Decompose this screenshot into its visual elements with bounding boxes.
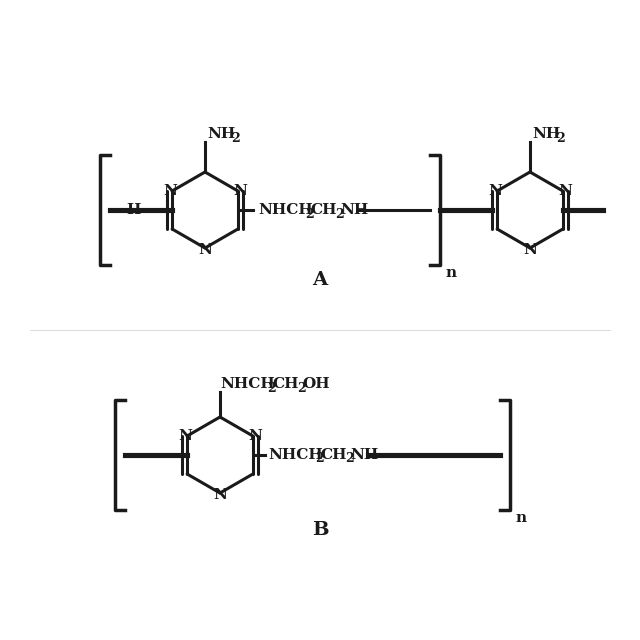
Text: 2: 2 bbox=[335, 207, 344, 221]
Text: N: N bbox=[558, 184, 572, 198]
Text: N: N bbox=[178, 429, 192, 443]
Text: B: B bbox=[312, 521, 328, 539]
Text: 2: 2 bbox=[345, 452, 354, 465]
Text: NHCH: NHCH bbox=[220, 377, 275, 391]
Text: N: N bbox=[248, 429, 262, 443]
Text: N: N bbox=[213, 488, 227, 502]
Text: NH: NH bbox=[207, 127, 236, 141]
Text: NH: NH bbox=[532, 127, 560, 141]
Text: N: N bbox=[163, 184, 177, 198]
Text: NHCH: NHCH bbox=[258, 203, 313, 217]
Text: CH: CH bbox=[310, 203, 337, 217]
Text: CH: CH bbox=[320, 448, 346, 462]
Text: NHCH: NHCH bbox=[268, 448, 323, 462]
Text: A: A bbox=[312, 271, 328, 289]
Text: H: H bbox=[126, 203, 140, 217]
Text: N: N bbox=[198, 243, 212, 257]
Text: 2: 2 bbox=[267, 381, 276, 394]
Text: N: N bbox=[523, 243, 537, 257]
Text: n: n bbox=[515, 511, 526, 525]
Text: 2: 2 bbox=[556, 131, 564, 145]
Text: 2: 2 bbox=[231, 131, 240, 145]
Text: 2: 2 bbox=[305, 207, 314, 221]
Text: CH: CH bbox=[272, 377, 298, 391]
Text: OH: OH bbox=[302, 377, 330, 391]
Text: N: N bbox=[233, 184, 247, 198]
Text: NH: NH bbox=[350, 448, 378, 462]
Text: NH: NH bbox=[340, 203, 368, 217]
Text: 2: 2 bbox=[297, 381, 306, 394]
Text: N: N bbox=[488, 184, 502, 198]
Text: n: n bbox=[445, 266, 456, 280]
Text: 2: 2 bbox=[315, 452, 324, 465]
